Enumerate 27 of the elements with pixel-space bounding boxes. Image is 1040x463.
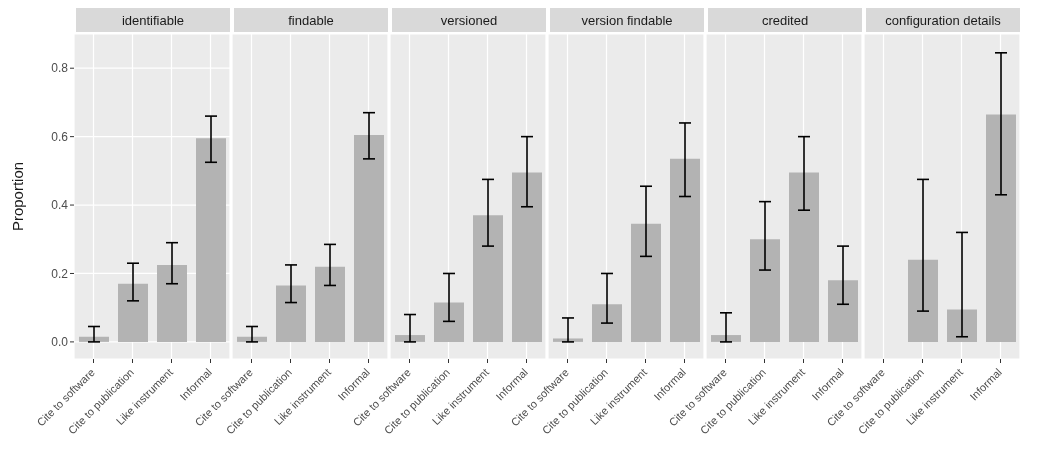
- chart-title: configuration details: [866, 8, 1020, 32]
- chart-title: identifiable: [76, 8, 230, 32]
- y-axis-title: Proportion: [9, 161, 27, 232]
- bar: [118, 283, 148, 342]
- y-tick-label: 0.6: [51, 129, 69, 144]
- bar: [512, 172, 542, 342]
- bar: [434, 302, 464, 342]
- bar: [354, 134, 384, 342]
- chart-title: version findable: [550, 8, 704, 32]
- y-tick-label: 0.0: [51, 335, 69, 350]
- bar: [750, 239, 780, 342]
- bar: [670, 158, 700, 342]
- bar: [196, 138, 226, 342]
- bar: [157, 264, 187, 342]
- bar: [592, 304, 622, 342]
- chart-title: versioned: [392, 8, 546, 32]
- y-tick-label: 0.2: [51, 266, 69, 281]
- bar: [315, 266, 345, 342]
- bar: [631, 223, 661, 342]
- y-tick-label: 0.4: [51, 198, 69, 213]
- chart-title: credited: [708, 8, 862, 32]
- chart-title: findable: [234, 8, 388, 32]
- bar: [473, 215, 503, 342]
- bar: [828, 280, 858, 342]
- bar: [789, 172, 819, 342]
- y-tick-label: 0.8: [51, 61, 69, 76]
- bar: [276, 285, 306, 342]
